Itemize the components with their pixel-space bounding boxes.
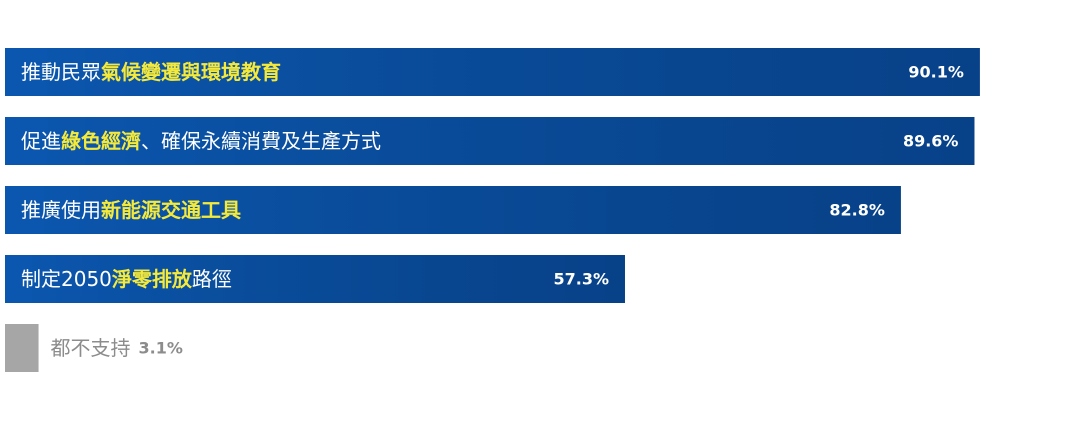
- value-label: 89.6%: [903, 132, 959, 151]
- bar-shade: [5, 48, 980, 96]
- label-text: 推動民眾: [21, 60, 101, 84]
- value-label: 3.1%: [139, 339, 183, 358]
- label-text: 、確保永續消費及生產方式: [141, 129, 381, 153]
- label-text: 路徑: [192, 267, 232, 291]
- highlight-text: 淨零排放: [112, 267, 193, 291]
- value-label: 90.1%: [908, 63, 964, 82]
- label-text: 制定2050: [21, 267, 112, 291]
- bar: [5, 324, 39, 372]
- bar-shade: [5, 255, 625, 303]
- bar-shade: [5, 117, 975, 165]
- label-text: 促進: [21, 129, 61, 153]
- label-text: 都不支持: [51, 336, 131, 360]
- category-label: 促進綠色經濟、確保永續消費及生產方式: [21, 129, 381, 153]
- bar-shade: [5, 186, 901, 234]
- highlight-text: 新能源交通工具: [101, 198, 241, 222]
- label-text: 推廣使用: [21, 198, 101, 222]
- category-label: 制定2050淨零排放路徑: [21, 267, 232, 291]
- category-label: 都不支持: [51, 336, 131, 360]
- category-label: 推動民眾氣候變遷與環境教育: [21, 60, 281, 84]
- value-label: 57.3%: [553, 270, 609, 289]
- category-label: 推廣使用新能源交通工具: [21, 198, 241, 222]
- highlight-text: 氣候變遷與環境教育: [101, 60, 281, 84]
- value-label: 82.8%: [829, 201, 885, 220]
- highlight-text: 綠色經濟: [61, 129, 141, 153]
